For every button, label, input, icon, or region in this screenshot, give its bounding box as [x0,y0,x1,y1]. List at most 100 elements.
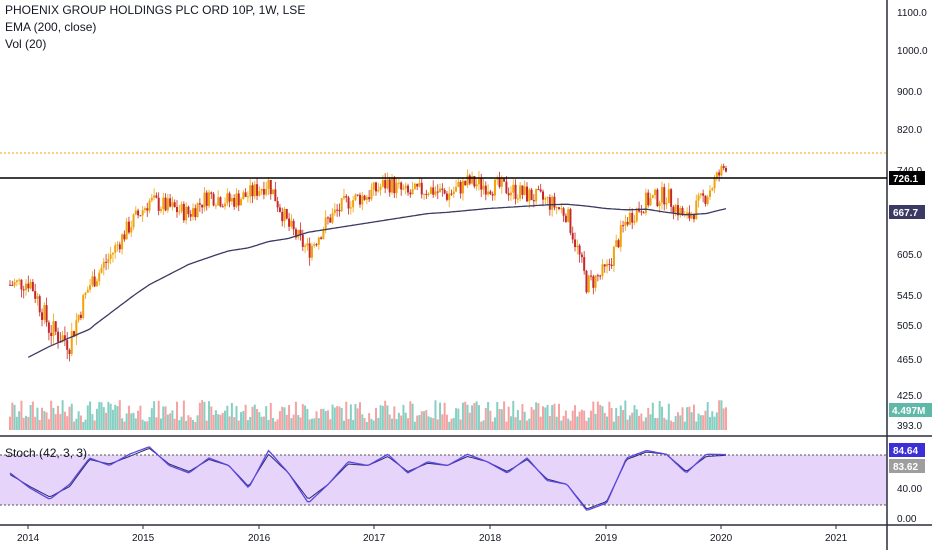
volume-bar [52,407,55,430]
candle-body [192,208,195,217]
time-axis[interactable]: 2014 2015 2016 2017 2018 2019 2020 2021 [17,525,848,544]
candle-body [75,320,78,337]
volume-bar [571,410,574,430]
candle-body [333,209,336,214]
candle-body [546,197,549,199]
candle-body [562,208,565,216]
svg-text:83.62: 83.62 [893,462,918,473]
volume-bar [150,408,153,430]
volume-bar [477,405,480,430]
volume-bar [283,407,286,430]
candle-body [288,218,291,227]
candle-body [708,190,711,197]
candle-body [116,244,119,246]
volume-bar [265,406,268,430]
volume-bar [205,420,208,430]
candle-body [560,208,563,210]
volume-bar [25,415,28,430]
volume-bar [644,417,647,430]
candle-body [27,283,30,289]
volume-bar [306,408,309,430]
candle-body [102,261,105,268]
candle-body [169,198,172,207]
candle-body [210,192,213,194]
volume-bar [132,412,135,430]
candle-body [690,214,693,219]
candle-body [482,185,485,190]
candle-body [416,183,419,187]
time-tick-label: 2014 [17,533,40,544]
candle-body [553,196,556,208]
candle-body [283,208,286,222]
volume-bar [676,412,679,430]
volume-bar [370,418,373,430]
candle-body [608,263,611,265]
candle-body [342,196,345,199]
candle-body [594,275,597,288]
candle-body [198,203,201,205]
volume-legend: Vol (20) [5,37,47,51]
price-pane[interactable] [0,0,887,436]
candle-body [425,193,428,195]
volume-bar [47,419,50,430]
volume-bar [404,412,407,430]
volume-bar [576,416,579,430]
candle-body [628,212,631,225]
candle-body [358,194,361,205]
volume-bar [134,418,137,430]
volume-bar [352,419,355,430]
price-tick-label: 820.0 [897,125,922,136]
candle-body [564,215,567,222]
candle-body [395,182,398,194]
candle-body [267,179,270,189]
volume-bar [640,413,643,430]
candle-body [306,243,309,246]
candle-body [699,193,702,196]
volume-bar [256,409,259,430]
candle-body [610,264,613,266]
candle-body [221,206,224,208]
candle-body [20,279,23,290]
volume-bar [672,421,675,430]
candle-body [725,167,727,172]
price-tick-label: 465.0 [897,355,922,366]
volume-bar [315,411,318,430]
candle-body [84,292,87,296]
candle-body [95,281,98,287]
volume-bar [708,417,711,430]
candle-body [519,185,522,199]
volume-bar [452,417,455,430]
volume-bar [194,421,197,430]
volume-bar [276,419,279,430]
candle-body [571,232,574,240]
volume-bar [432,418,435,430]
candle-body [79,314,82,318]
candle-body [491,194,494,196]
candle-body [57,331,60,342]
volume-bar [402,404,405,430]
volume-bar [141,419,144,430]
volume-bar [63,411,66,430]
volume-bar [386,405,389,430]
volume-bar [400,415,403,430]
candle-body [127,221,130,233]
candle-body [114,245,117,253]
candle-body [91,276,94,286]
volume-bar [450,418,453,430]
stoch-axis[interactable]: 40.00 0.00 [897,484,922,525]
volume-bar [329,419,332,430]
volume-bar [590,410,593,430]
candle-body [173,202,176,208]
volume-bar [166,414,169,430]
candle-body [109,254,112,259]
candle-body [89,285,92,290]
price-axis[interactable]: 1100.01000.0900.0820.0740.0605.0545.0505… [897,8,928,432]
volume-bar [333,407,336,430]
volume-bar [638,415,641,430]
candle-body [262,189,265,195]
volume-bar [455,408,458,430]
candle-body [86,289,89,293]
candle-body [503,178,506,182]
volume-bar [411,403,414,430]
